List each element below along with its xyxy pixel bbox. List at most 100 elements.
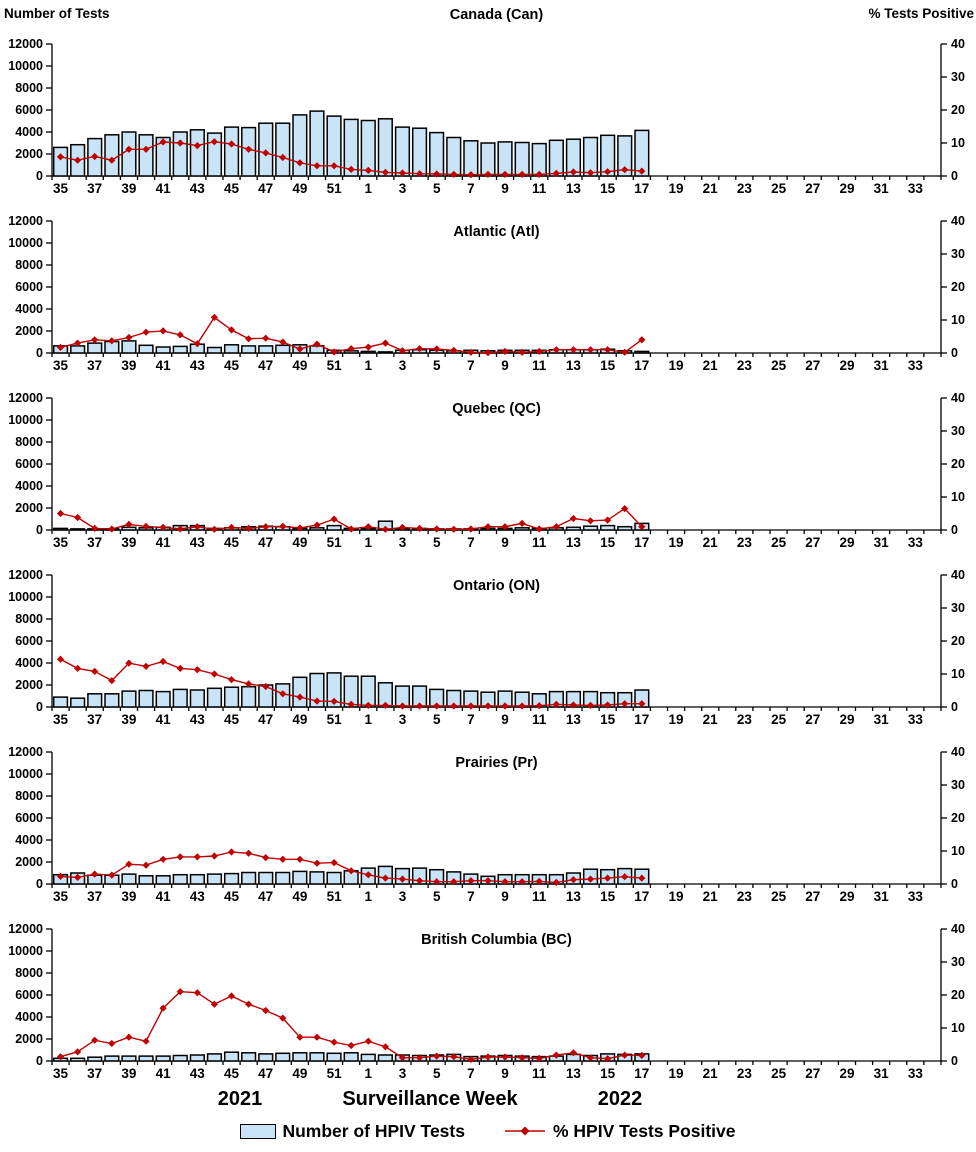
svg-text:19: 19 [668, 712, 683, 727]
svg-text:11: 11 [532, 1066, 547, 1081]
svg-text:39: 39 [121, 1066, 136, 1081]
svg-text:51: 51 [327, 1066, 343, 1081]
svg-text:33: 33 [908, 712, 924, 727]
chart-panels: 0 2000 4000 6000 8000 10000 12000 0 10 20 30 40 35 37… [0, 26, 976, 1088]
right-axis-title: % Tests Positive [868, 6, 974, 21]
svg-text:45: 45 [224, 535, 240, 550]
svg-text:39: 39 [121, 358, 136, 373]
svg-text:47: 47 [258, 712, 273, 727]
svg-text:27: 27 [805, 181, 820, 196]
svg-text:45: 45 [224, 889, 240, 904]
svg-text:23: 23 [737, 889, 753, 904]
svg-text:39: 39 [121, 712, 136, 727]
svg-text:25: 25 [771, 889, 787, 904]
svg-text:12000: 12000 [8, 745, 43, 759]
svg-text:19: 19 [668, 535, 683, 550]
svg-text:6000: 6000 [15, 103, 43, 117]
svg-text:30: 30 [951, 601, 965, 615]
svg-text:43: 43 [190, 181, 206, 196]
svg-text:10: 10 [951, 1021, 965, 1035]
svg-text:43: 43 [190, 889, 206, 904]
svg-text:11: 11 [532, 181, 547, 196]
svg-text:20: 20 [951, 280, 965, 294]
svg-text:6000: 6000 [15, 811, 43, 825]
svg-text:20: 20 [951, 634, 965, 648]
svg-text:15: 15 [600, 889, 616, 904]
svg-text:33: 33 [908, 1066, 924, 1081]
svg-text:11: 11 [532, 535, 547, 550]
svg-text:25: 25 [771, 358, 787, 373]
x-axis-title: Surveillance Week [342, 1088, 518, 1110]
svg-text:47: 47 [258, 1066, 273, 1081]
svg-text:33: 33 [908, 535, 924, 550]
svg-text:35: 35 [53, 889, 69, 904]
svg-text:45: 45 [224, 712, 240, 727]
svg-text:2000: 2000 [15, 678, 43, 692]
svg-text:5: 5 [433, 712, 441, 727]
svg-text:37: 37 [87, 712, 102, 727]
svg-text:21: 21 [703, 889, 719, 904]
svg-text:2000: 2000 [15, 1032, 43, 1046]
svg-text:41: 41 [156, 181, 172, 196]
svg-text:39: 39 [121, 889, 136, 904]
svg-text:51: 51 [327, 358, 343, 373]
svg-text:51: 51 [327, 712, 343, 727]
svg-text:8000: 8000 [15, 435, 43, 449]
svg-text:13: 13 [566, 712, 582, 727]
svg-text:23: 23 [737, 535, 753, 550]
svg-text:21: 21 [703, 1066, 719, 1081]
svg-text:40: 40 [951, 568, 965, 582]
svg-text:10: 10 [951, 313, 965, 327]
svg-text:29: 29 [839, 1066, 854, 1081]
svg-text:10000: 10000 [8, 944, 43, 958]
legend-item-bars: Number of HPIV Tests [240, 1121, 465, 1142]
svg-text:9: 9 [501, 358, 509, 373]
svg-text:10000: 10000 [8, 590, 43, 604]
svg-text:49: 49 [292, 181, 307, 196]
svg-text:12000: 12000 [8, 214, 43, 228]
svg-text:40: 40 [951, 37, 965, 51]
svg-text:17: 17 [634, 712, 649, 727]
svg-text:6000: 6000 [15, 634, 43, 648]
legend-item-line: % HPIV Tests Positive [503, 1121, 736, 1142]
svg-text:31: 31 [874, 889, 890, 904]
svg-text:21: 21 [703, 535, 719, 550]
svg-text:3: 3 [399, 181, 407, 196]
svg-text:13: 13 [566, 1066, 582, 1081]
svg-text:7: 7 [467, 712, 475, 727]
svg-text:30: 30 [951, 70, 965, 84]
svg-text:27: 27 [805, 358, 820, 373]
svg-text:6000: 6000 [15, 988, 43, 1002]
svg-text:9: 9 [501, 889, 509, 904]
svg-text:37: 37 [87, 535, 102, 550]
svg-text:5: 5 [433, 181, 441, 196]
svg-text:31: 31 [874, 358, 890, 373]
svg-text:1: 1 [365, 181, 373, 196]
svg-text:27: 27 [805, 535, 820, 550]
svg-text:49: 49 [292, 358, 307, 373]
svg-text:4000: 4000 [15, 479, 43, 493]
svg-text:35: 35 [53, 358, 69, 373]
svg-text:47: 47 [258, 889, 273, 904]
svg-text:7: 7 [467, 535, 475, 550]
svg-text:35: 35 [53, 1066, 69, 1081]
svg-text:9: 9 [501, 712, 509, 727]
svg-text:37: 37 [87, 1066, 102, 1081]
svg-text:13: 13 [566, 889, 582, 904]
svg-text:20: 20 [951, 103, 965, 117]
svg-text:Quebec (QC): Quebec (QC) [452, 401, 541, 417]
svg-text:30: 30 [951, 247, 965, 261]
legend-line-label: % HPIV Tests Positive [552, 1120, 736, 1141]
svg-text:21: 21 [703, 181, 719, 196]
svg-text:9: 9 [501, 1066, 509, 1081]
svg-text:23: 23 [737, 358, 753, 373]
svg-text:0: 0 [36, 346, 43, 360]
svg-text:3: 3 [399, 1066, 407, 1081]
svg-text:29: 29 [839, 535, 854, 550]
svg-text:7: 7 [467, 358, 475, 373]
svg-text:43: 43 [190, 1066, 206, 1081]
svg-text:4000: 4000 [15, 1010, 43, 1024]
svg-text:10000: 10000 [8, 59, 43, 73]
